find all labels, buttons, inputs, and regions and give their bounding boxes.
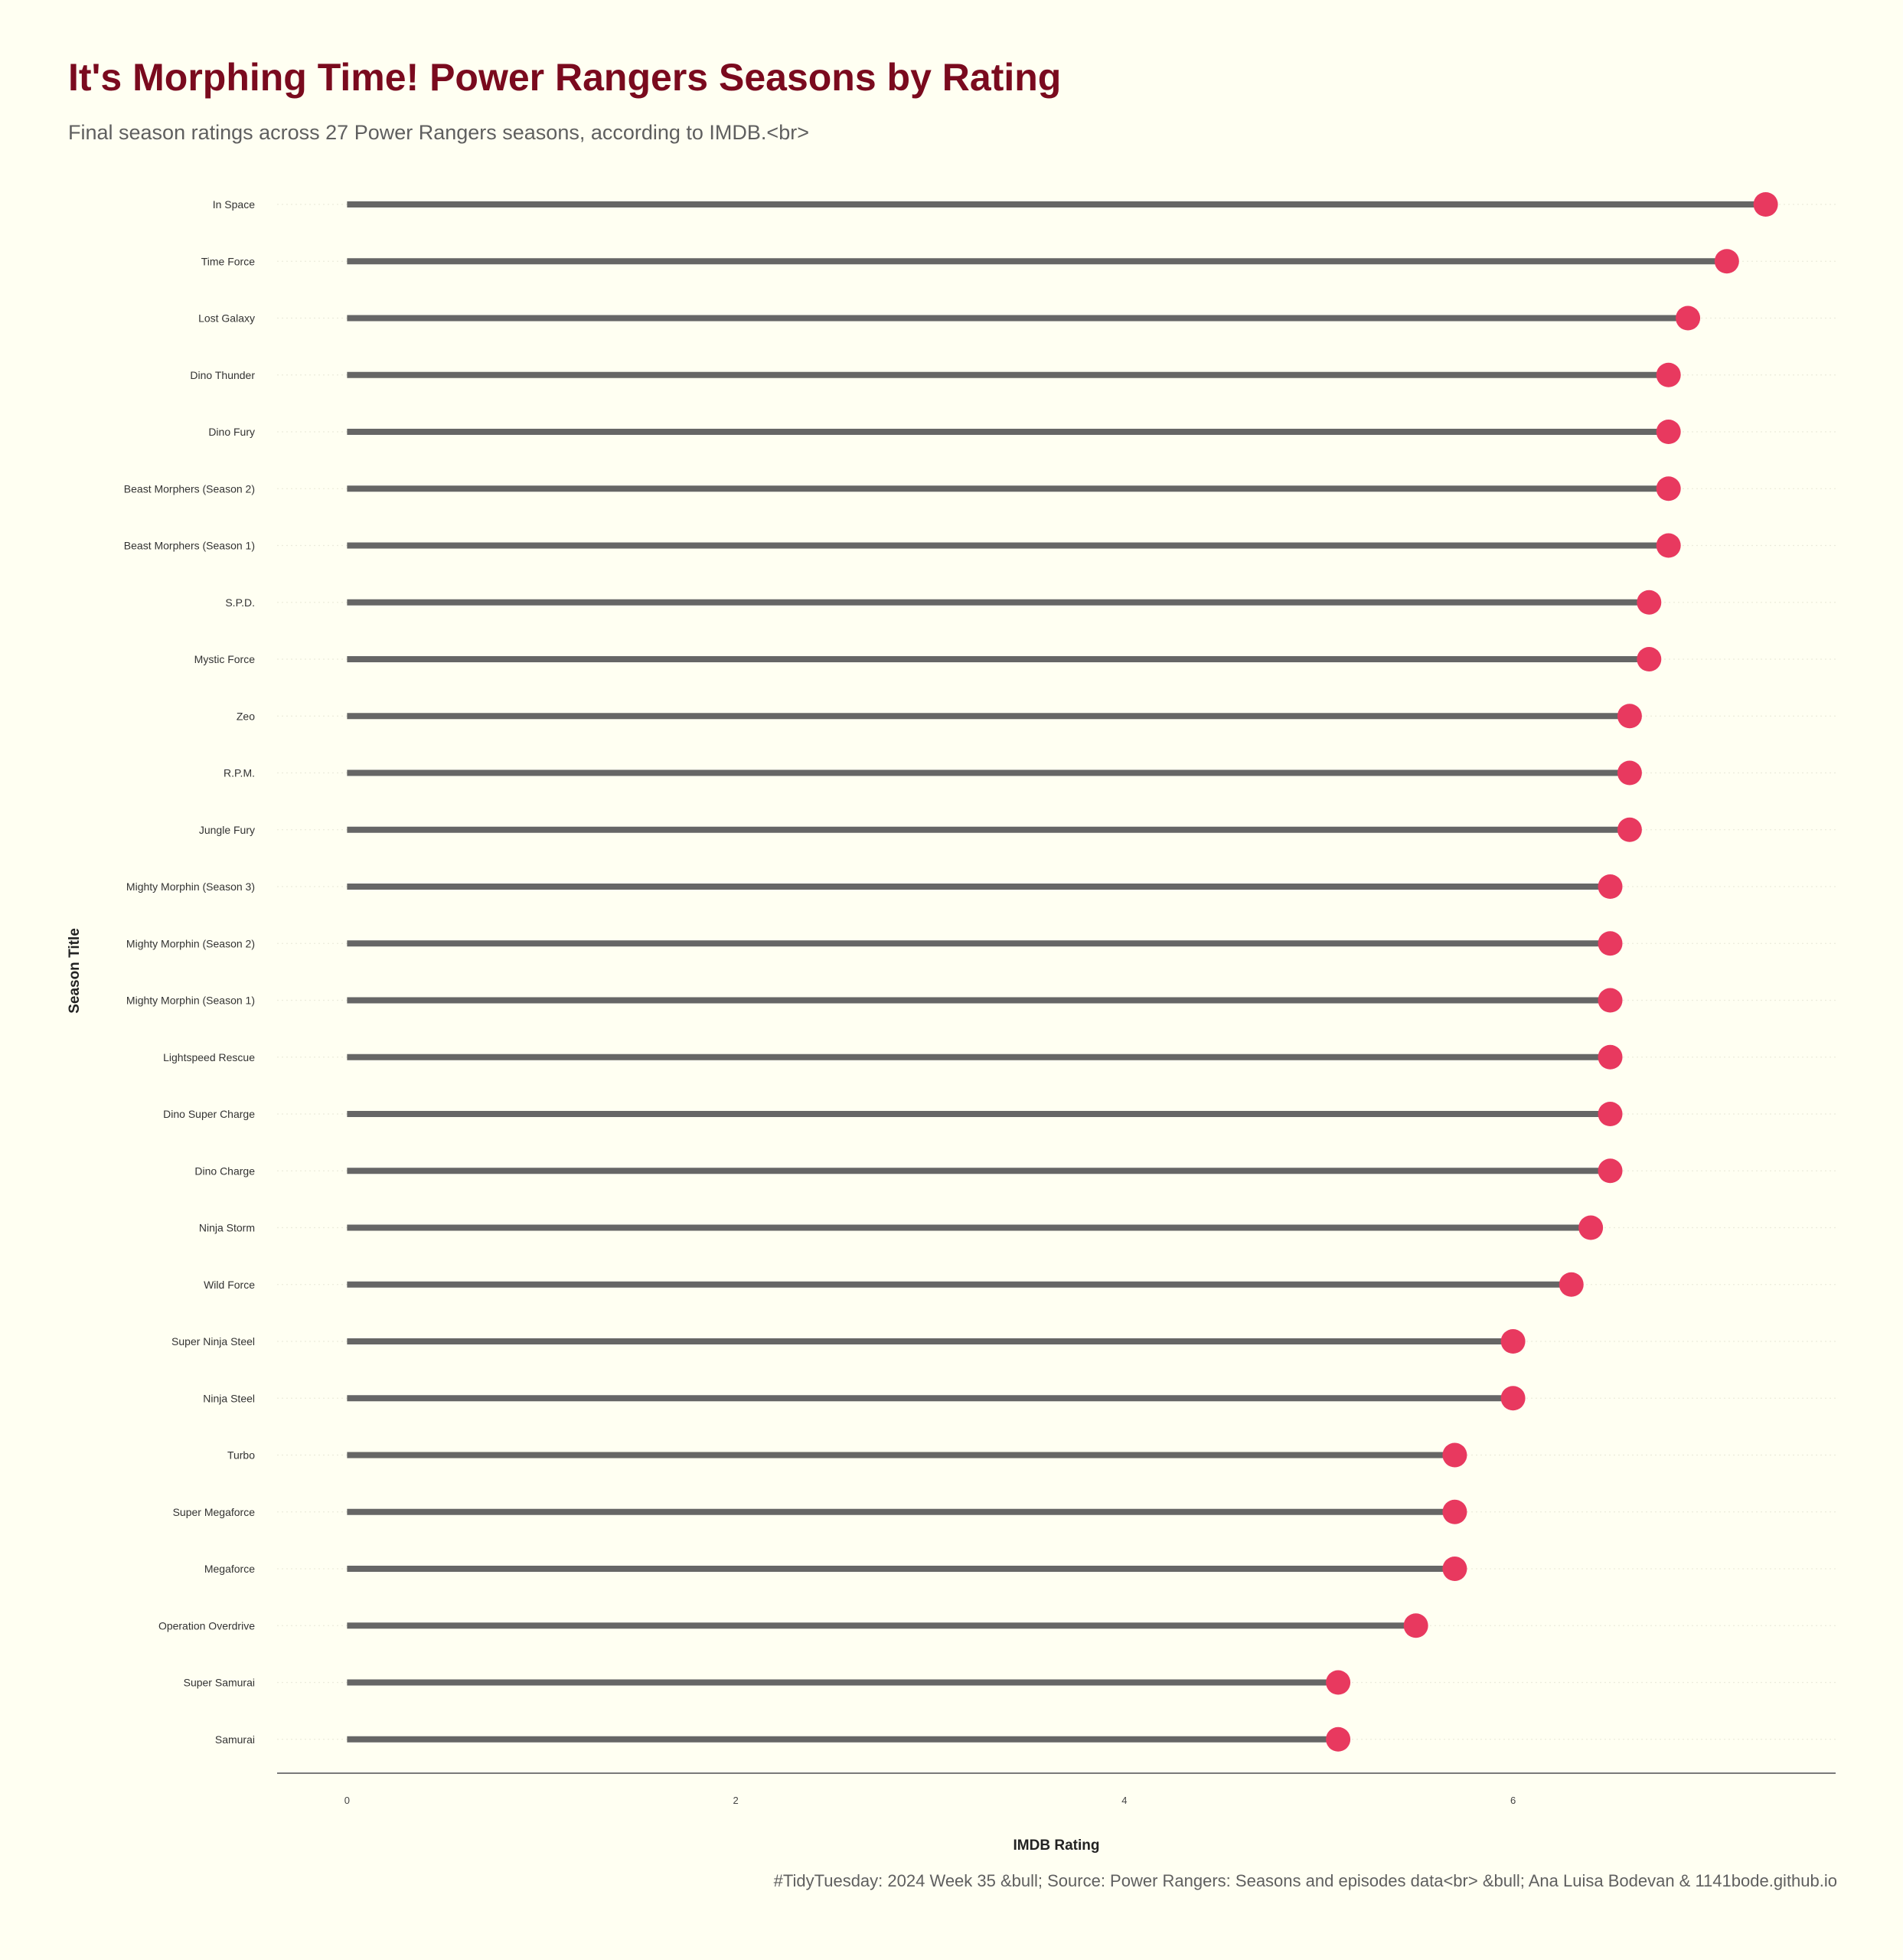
category-label: Super Samurai	[184, 1677, 255, 1689]
lollipop-point	[1598, 1044, 1623, 1070]
lollipop-point	[1326, 1670, 1351, 1695]
lollipop-point	[1637, 590, 1662, 615]
x-tick-label: 6	[1510, 1795, 1516, 1806]
chart-title: It's Morphing Time! Power Rangers Season…	[68, 56, 1062, 99]
category-label: Jungle Fury	[199, 824, 255, 836]
y-axis-title: Season Title	[67, 928, 83, 1014]
category-labels: In Space Time Force Lost Galaxy Dino Thunde…	[124, 198, 256, 1746]
category-label: Samurai	[215, 1733, 255, 1746]
lollipop-point	[1500, 1329, 1526, 1354]
category-label: R.P.M.	[224, 767, 255, 779]
chart-subtitle: Final season ratings across 27 Power Ran…	[68, 121, 809, 144]
x-tick-labels: 0 2 4 6	[344, 1795, 1516, 1806]
lollipop-point	[1617, 817, 1642, 842]
chart-caption: #TidyTuesday: 2024 Week 35 &bull; Source…	[773, 1871, 1837, 1890]
category-label: In Space	[213, 198, 255, 211]
x-tick-label: 0	[344, 1795, 350, 1806]
point-layer	[1326, 192, 1778, 1752]
lollipop-point	[1500, 1386, 1526, 1411]
stem-layer	[347, 201, 1766, 1743]
category-label: Lost Galaxy	[198, 312, 255, 325]
category-label: Megaforce	[204, 1563, 255, 1575]
category-label: Zeo	[237, 710, 255, 722]
category-label: Dino Fury	[208, 426, 255, 438]
lollipop-point	[1656, 533, 1681, 558]
category-label: Lightspeed Rescue	[163, 1051, 255, 1063]
category-label: Beast Morphers (Season 1)	[124, 540, 255, 552]
category-label: Time Force	[201, 255, 255, 267]
lollipop-point	[1617, 760, 1642, 786]
lollipop-point	[1637, 647, 1662, 671]
category-label: Mystic Force	[194, 653, 256, 665]
lollipop-point	[1442, 1557, 1467, 1581]
lollipop-point	[1753, 192, 1778, 217]
category-label: Ninja Storm	[199, 1222, 255, 1234]
category-label: Mighty Morphin (Season 2)	[126, 937, 255, 949]
lollipop-point	[1598, 1158, 1623, 1184]
lollipop-point	[1578, 1215, 1604, 1240]
x-tick-label: 2	[733, 1795, 739, 1806]
category-label: Ninja Steel	[203, 1392, 255, 1404]
x-tick-label: 4	[1121, 1795, 1127, 1806]
lollipop-point	[1676, 305, 1701, 331]
category-label: Dino Thunder	[190, 369, 255, 381]
lollipop-point	[1403, 1613, 1428, 1638]
lollipop-point	[1598, 1102, 1623, 1126]
lollipop-point	[1326, 1726, 1351, 1752]
lollipop-point	[1442, 1499, 1467, 1524]
category-label: Turbo	[227, 1449, 255, 1462]
lollipop-point	[1656, 420, 1681, 444]
lollipop-point	[1617, 704, 1642, 729]
category-label: Super Megaforce	[173, 1506, 256, 1518]
category-label: Super Ninja Steel	[171, 1335, 255, 1348]
category-label: Mighty Morphin (Season 1)	[126, 995, 255, 1007]
category-label: Mighty Morphin (Season 3)	[126, 880, 255, 893]
category-label: Operation Overdrive	[158, 1619, 255, 1632]
lollipop-point	[1598, 931, 1623, 956]
category-label: Dino Charge	[194, 1165, 255, 1177]
category-label: Wild Force	[204, 1279, 255, 1291]
x-axis-title: IMDB Rating	[1014, 1838, 1100, 1854]
lollipop-point	[1656, 476, 1681, 501]
category-label: Beast Morphers (Season 2)	[124, 482, 255, 495]
category-label: Dino Super Charge	[163, 1108, 255, 1120]
lollipop-point	[1442, 1442, 1467, 1468]
lollipop-point	[1598, 988, 1623, 1013]
lollipop-point	[1598, 874, 1623, 899]
lollipop-point	[1656, 362, 1681, 387]
lollipop-point	[1559, 1272, 1584, 1297]
lollipop-point	[1714, 249, 1739, 274]
category-label: S.P.D.	[225, 596, 255, 609]
